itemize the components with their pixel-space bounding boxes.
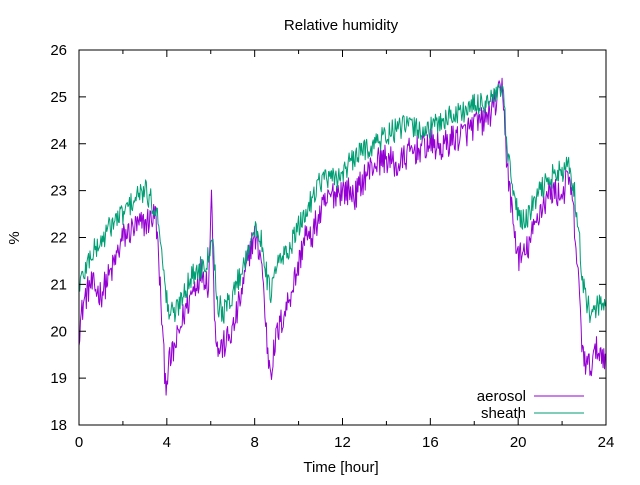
x-tick-label: 8 [250,434,258,451]
y-tick-label: 26 [50,42,67,59]
y-tick-label: 18 [50,417,67,434]
x-tick-label: 12 [334,434,351,451]
series-line-sheath [78,83,607,324]
y-tick-label: 19 [50,370,67,387]
axes-layer: 0 4 8 12 16 20 24 18 19 20 21 22 23 24 25 26 [50,42,614,451]
x-axis-label: Time [hour] [303,459,378,476]
legend-label-sheath: sheath [481,405,526,422]
y-axis-label: % [6,231,23,244]
x-tick-label: 0 [75,434,83,451]
x-tick-label: 20 [510,434,527,451]
y-tick-label: 22 [50,230,67,247]
x-tick-label: 4 [163,434,171,451]
y-tick-label: 23 [50,183,67,200]
y-tick-label: 25 [50,89,67,106]
series-line-aerosol [78,77,607,396]
x-tick-label: 24 [598,434,615,451]
x-tick-label: 16 [422,434,439,451]
legend-label-aerosol: aerosol [477,388,526,405]
y-tick-label: 20 [50,323,67,340]
y-tick-label: 24 [50,136,67,153]
chart-title: Relative humidity [284,17,399,34]
y-tick-label: 21 [50,276,67,293]
series-layer [78,77,607,396]
